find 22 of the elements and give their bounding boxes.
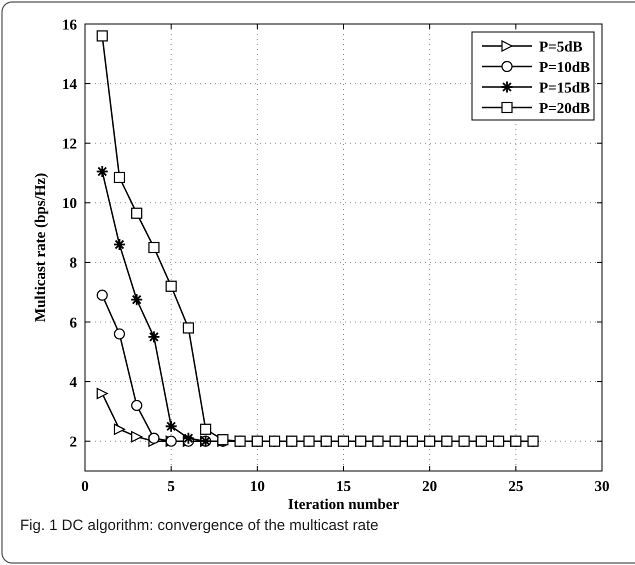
x-axis-title: Iteration number (288, 497, 400, 513)
y-tick-label: 2 (70, 434, 77, 450)
caption: Fig. 1 DC algorithm: convergence of the multicast rate (20, 517, 378, 534)
y-tick-label: 14 (62, 76, 78, 93)
y-axis-title: Multicast rate (bps/Hz) (33, 172, 49, 322)
legend-label: P=5dB (539, 39, 583, 56)
legend-label: P=20dB (539, 100, 590, 117)
x-tick-label: 10 (250, 479, 265, 495)
x-tick-label: 15 (336, 479, 351, 495)
x-tick-label: 5 (167, 479, 175, 495)
legend-label: P=15dB (539, 80, 590, 96)
x-tick-label: 25 (508, 479, 524, 495)
y-tick-label: 10 (62, 196, 77, 212)
legend-label: P=10dB (539, 60, 590, 76)
y-tick-label: 12 (62, 136, 77, 152)
y-tick-label: 4 (70, 374, 78, 391)
x-tick-label: 0 (81, 479, 89, 495)
x-tick-label: 20 (422, 479, 438, 495)
x-tick-label: 30 (594, 479, 610, 495)
y-tick-label: 8 (70, 256, 77, 272)
y-tick-label: 16 (62, 17, 78, 34)
y-tick-label: 6 (70, 315, 78, 332)
